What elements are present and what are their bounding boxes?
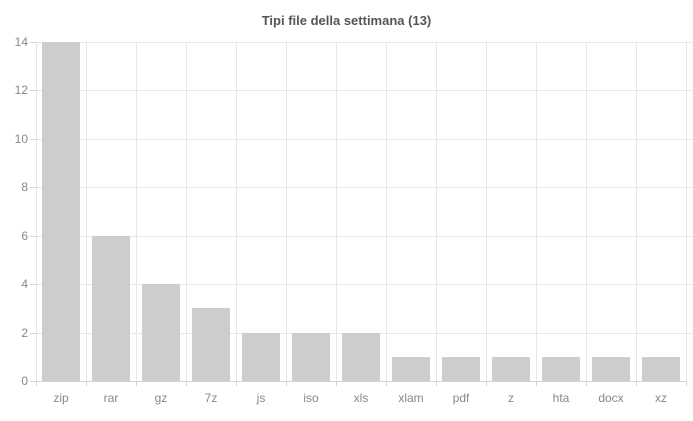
x-tick-label: docx bbox=[598, 391, 624, 405]
x-tick bbox=[436, 381, 437, 386]
x-gridline bbox=[336, 42, 337, 381]
bar bbox=[92, 235, 130, 381]
y-tick-label: 12 bbox=[14, 83, 28, 98]
bar bbox=[42, 42, 80, 381]
x-gridline bbox=[486, 42, 487, 381]
x-tick-label: js bbox=[256, 391, 266, 405]
y-tick bbox=[30, 284, 36, 286]
bar bbox=[292, 332, 330, 381]
y-tick bbox=[30, 235, 36, 237]
x-tick bbox=[636, 381, 637, 386]
x-tick-label: xz bbox=[655, 391, 667, 405]
x-tick bbox=[286, 381, 287, 386]
x-tick-label: xls bbox=[353, 391, 369, 405]
bar bbox=[492, 356, 530, 381]
bar bbox=[542, 356, 580, 381]
x-tick bbox=[36, 381, 37, 386]
y-gridline bbox=[36, 235, 693, 237]
y-tick-label: 8 bbox=[21, 180, 28, 195]
y-tick-label: 10 bbox=[14, 131, 28, 146]
x-tick bbox=[236, 381, 237, 386]
bar bbox=[242, 332, 280, 381]
x-tick bbox=[586, 381, 587, 386]
y-tick-label: 14 bbox=[14, 35, 28, 49]
x-tick bbox=[686, 381, 687, 386]
x-axis-line bbox=[30, 381, 686, 382]
x-tick bbox=[136, 381, 137, 386]
x-tick-label: rar bbox=[103, 391, 119, 405]
x-gridline bbox=[286, 42, 287, 381]
y-tick bbox=[30, 187, 36, 189]
x-gridline bbox=[436, 42, 437, 381]
x-gridline bbox=[686, 42, 687, 381]
x-gridline bbox=[136, 42, 137, 381]
x-gridline bbox=[386, 42, 387, 381]
x-tick-label: zip bbox=[53, 391, 69, 405]
x-gridline bbox=[36, 42, 37, 381]
x-tick-label: xlam bbox=[398, 391, 424, 405]
bar bbox=[592, 356, 630, 381]
y-gridline bbox=[36, 42, 693, 43]
y-tick-label: 2 bbox=[21, 325, 28, 340]
x-tick bbox=[486, 381, 487, 386]
x-gridline bbox=[536, 42, 537, 381]
y-tick bbox=[30, 90, 36, 92]
bar bbox=[442, 356, 480, 381]
bar bbox=[342, 332, 380, 381]
y-tick bbox=[30, 42, 36, 43]
x-tick bbox=[386, 381, 387, 386]
x-gridline bbox=[86, 42, 87, 381]
x-tick-label: hta bbox=[552, 391, 570, 405]
y-gridline bbox=[36, 90, 693, 92]
x-tick bbox=[186, 381, 187, 386]
y-gridline bbox=[36, 187, 693, 189]
x-gridline bbox=[186, 42, 187, 381]
y-tick-label: 0 bbox=[21, 374, 28, 388]
x-tick-label: pdf bbox=[452, 391, 470, 405]
x-tick-label: z bbox=[508, 391, 514, 405]
x-tick bbox=[536, 381, 537, 386]
y-gridline bbox=[36, 138, 693, 140]
bar bbox=[642, 356, 680, 381]
bar bbox=[392, 356, 430, 381]
bar bbox=[192, 308, 230, 381]
y-tick-label: 6 bbox=[21, 228, 28, 243]
y-gridline bbox=[36, 284, 693, 286]
y-tick bbox=[30, 138, 36, 140]
x-tick bbox=[336, 381, 337, 386]
y-tick bbox=[30, 332, 36, 334]
x-tick-label: iso bbox=[303, 391, 319, 405]
x-tick-label: 7z bbox=[204, 391, 218, 405]
x-gridline bbox=[236, 42, 237, 381]
chart-title: Tipi file della settimana (13) bbox=[261, 13, 432, 28]
x-tick-label: gz bbox=[154, 391, 168, 405]
bar bbox=[142, 284, 180, 381]
x-tick bbox=[86, 381, 87, 386]
y-tick-label: 4 bbox=[21, 277, 28, 292]
x-gridline bbox=[636, 42, 637, 381]
x-gridline bbox=[586, 42, 587, 381]
